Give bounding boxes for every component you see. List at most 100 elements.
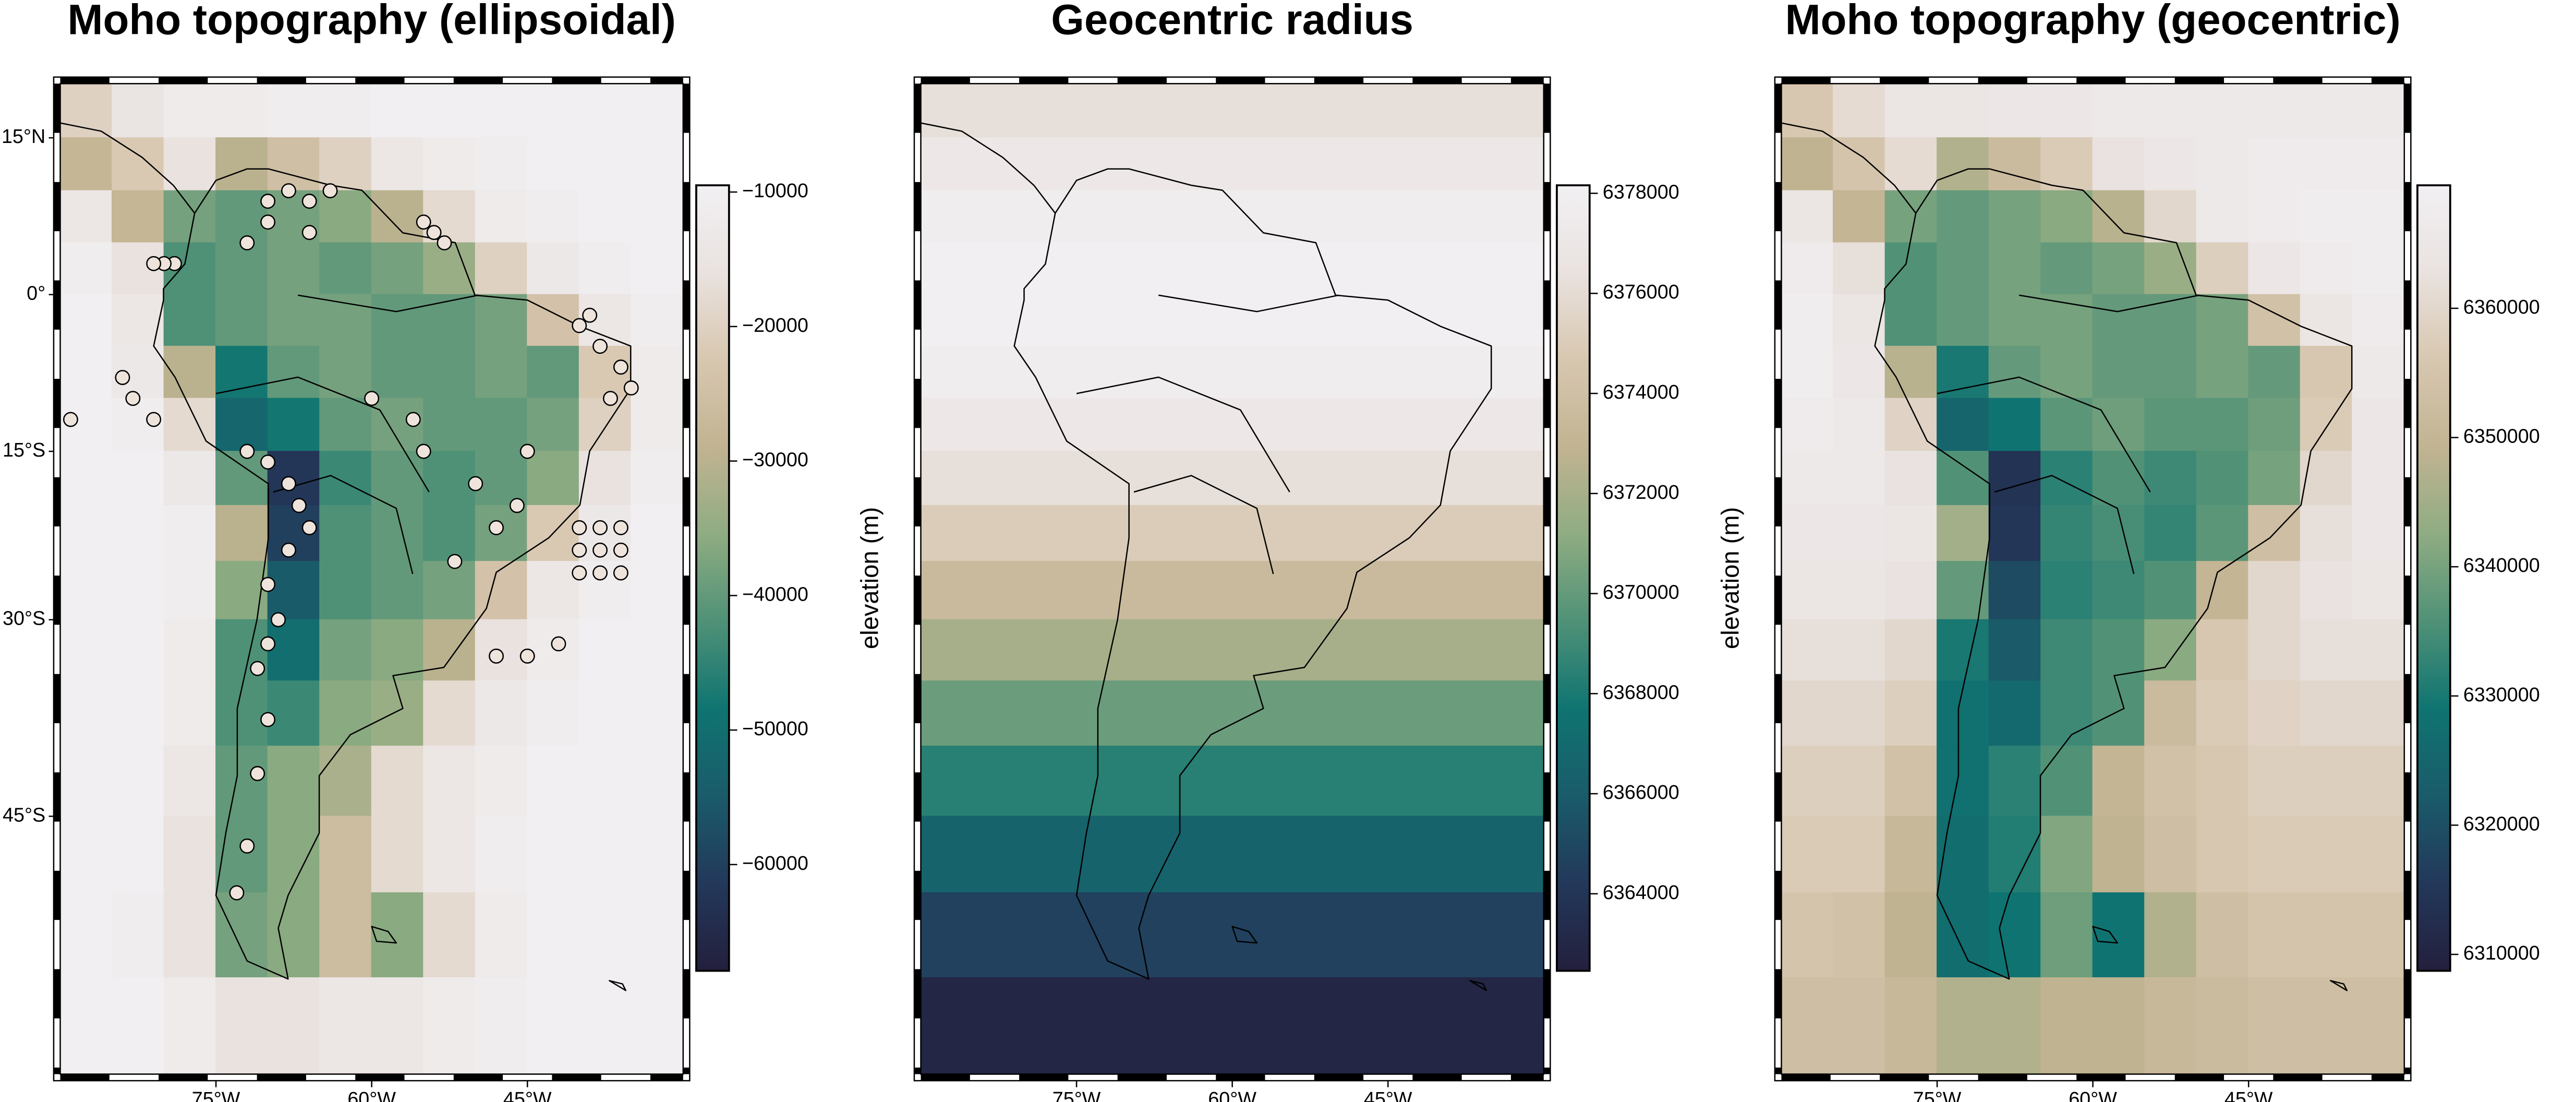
grid-cell — [2248, 746, 2301, 817]
grid-cell — [2300, 561, 2353, 620]
grid-cell — [1988, 892, 2042, 978]
grid-cell — [527, 451, 580, 506]
grid-cell — [2300, 505, 2353, 562]
grid-cell — [2196, 345, 2250, 399]
colorbar-tick-label: 6366000 — [1603, 781, 1679, 803]
grid-cell — [2352, 619, 2404, 682]
grid-cell — [2300, 451, 2353, 506]
grid-cell — [1884, 345, 1938, 399]
grid-cell — [475, 619, 528, 682]
grid-cell — [1833, 680, 1886, 747]
grid-cell — [319, 505, 372, 562]
station — [260, 712, 276, 727]
grid-cell — [1937, 345, 1990, 399]
grid-cell — [2352, 83, 2404, 139]
grid-cell — [60, 816, 113, 894]
grid-cell — [2144, 294, 2197, 347]
grid-cell — [1988, 680, 2042, 747]
station — [623, 380, 639, 396]
latitude-band — [921, 345, 1544, 399]
colorbar-tick-label: −30000 — [742, 449, 808, 471]
grid-cell — [2300, 746, 2353, 817]
grid-cell — [215, 137, 269, 191]
grid-cell — [1781, 892, 1834, 978]
grid-cell — [423, 680, 476, 747]
grid-cell — [319, 83, 372, 139]
colorbar-tick-label: 6364000 — [1603, 881, 1679, 903]
grid-cell — [319, 137, 372, 191]
station — [301, 194, 317, 209]
grid-cell — [423, 977, 476, 1074]
grid-cell — [631, 398, 683, 452]
grid-cell — [578, 83, 632, 139]
station — [260, 636, 276, 652]
grid-cell — [527, 294, 580, 347]
map-border — [1781, 83, 2405, 1075]
panel-title: Moho topography (geocentric) — [1785, 0, 2401, 44]
grid-cell — [1884, 977, 1938, 1074]
grid-cell — [2040, 294, 2094, 347]
grid-cell — [2040, 561, 2094, 620]
grid-cell — [2300, 294, 2353, 347]
grid-cell — [2144, 398, 2197, 452]
grid-cell — [1781, 242, 1834, 295]
grid-cell — [2352, 505, 2404, 562]
grid-cell — [2248, 345, 2301, 399]
grid-cell — [215, 746, 269, 817]
grid-cell — [475, 137, 528, 191]
station — [519, 648, 535, 664]
grid-cell — [371, 190, 425, 244]
station — [572, 318, 587, 333]
grid-cell — [1884, 294, 1938, 347]
grid-cell — [60, 680, 113, 747]
grid-cell — [112, 746, 165, 817]
grid-cell — [215, 892, 269, 978]
grid-cell — [423, 137, 476, 191]
grid-cell — [2248, 190, 2301, 244]
grid-cell — [631, 451, 683, 506]
grid-cell — [2092, 892, 2146, 978]
grid-cell — [267, 83, 321, 139]
grid-cell — [371, 294, 425, 347]
grid-cell — [423, 892, 476, 978]
grid-cell — [163, 746, 217, 817]
grid-cell — [267, 746, 321, 817]
grid-cell — [1884, 746, 1938, 817]
station — [426, 225, 442, 241]
grid-cell — [2196, 451, 2250, 506]
colorbar-tick-label: 6350000 — [2463, 425, 2540, 447]
grid-cell — [527, 619, 580, 682]
station — [250, 661, 265, 676]
grid-cell — [163, 83, 217, 139]
grid-cell — [475, 977, 528, 1074]
station — [281, 183, 296, 199]
grid-cell — [112, 892, 165, 978]
grid-cell — [1781, 619, 1834, 682]
grid-cell — [1988, 345, 2042, 399]
grid-cell — [215, 294, 269, 347]
station — [291, 498, 307, 513]
grid-cell — [2196, 294, 2250, 347]
grid-cell — [475, 746, 528, 817]
grid-cell — [578, 977, 632, 1074]
grid-cell — [1884, 137, 1938, 191]
grid-cell — [578, 451, 632, 506]
grid-cell — [215, 816, 269, 894]
grid-cell — [2144, 451, 2197, 506]
grid-cell — [2300, 977, 2353, 1074]
grid-cell — [112, 451, 165, 506]
grid-cell — [112, 977, 165, 1074]
grid-cell — [1937, 561, 1990, 620]
grid-cell — [631, 83, 683, 139]
grid-cell — [475, 398, 528, 452]
colorbar — [1556, 184, 1591, 972]
grid-cell — [578, 190, 632, 244]
grid-cell — [475, 505, 528, 562]
latitude-band — [921, 451, 1544, 506]
colorbar-tick-label: 6360000 — [2463, 296, 2540, 318]
grid-cell — [60, 977, 113, 1074]
grid-cell — [2144, 816, 2197, 894]
grid-cell — [371, 746, 425, 817]
grid-cell — [1884, 619, 1938, 682]
grid-cell — [319, 746, 372, 817]
